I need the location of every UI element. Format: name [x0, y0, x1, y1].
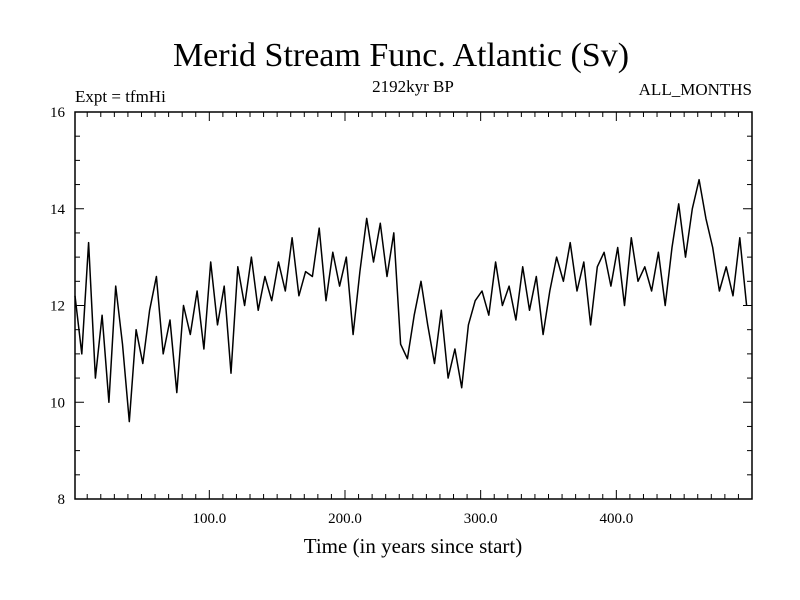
y-tick-label: 8 — [58, 492, 66, 508]
experiment-label: Expt = tfmHi — [75, 87, 166, 106]
x-tick-label: 400.0 — [599, 511, 633, 527]
x-tick-label: 200.0 — [328, 511, 362, 527]
y-tick-label: 10 — [50, 395, 65, 411]
months-label: ALL_MONTHS — [639, 80, 752, 99]
plot-area — [74, 111, 753, 500]
x-tick-label: 100.0 — [192, 511, 226, 527]
x-tick-label: 300.0 — [464, 511, 498, 527]
period-label: 2192kyr BP — [372, 77, 454, 96]
x-axis-ticks: 100.0 200.0 300.0 400.0 — [86, 112, 739, 527]
x-axis-label: Time (in years since start) — [304, 534, 523, 558]
y-tick-label: 16 — [50, 105, 66, 121]
y-tick-label: 12 — [50, 299, 65, 315]
y-tick-label: 14 — [50, 202, 66, 218]
y-axis-ticks: 8 10 12 14 16 — [50, 105, 752, 508]
chart-title: Merid Stream Func. Atlantic (Sv) — [173, 37, 629, 74]
series-line — [74, 178, 748, 423]
